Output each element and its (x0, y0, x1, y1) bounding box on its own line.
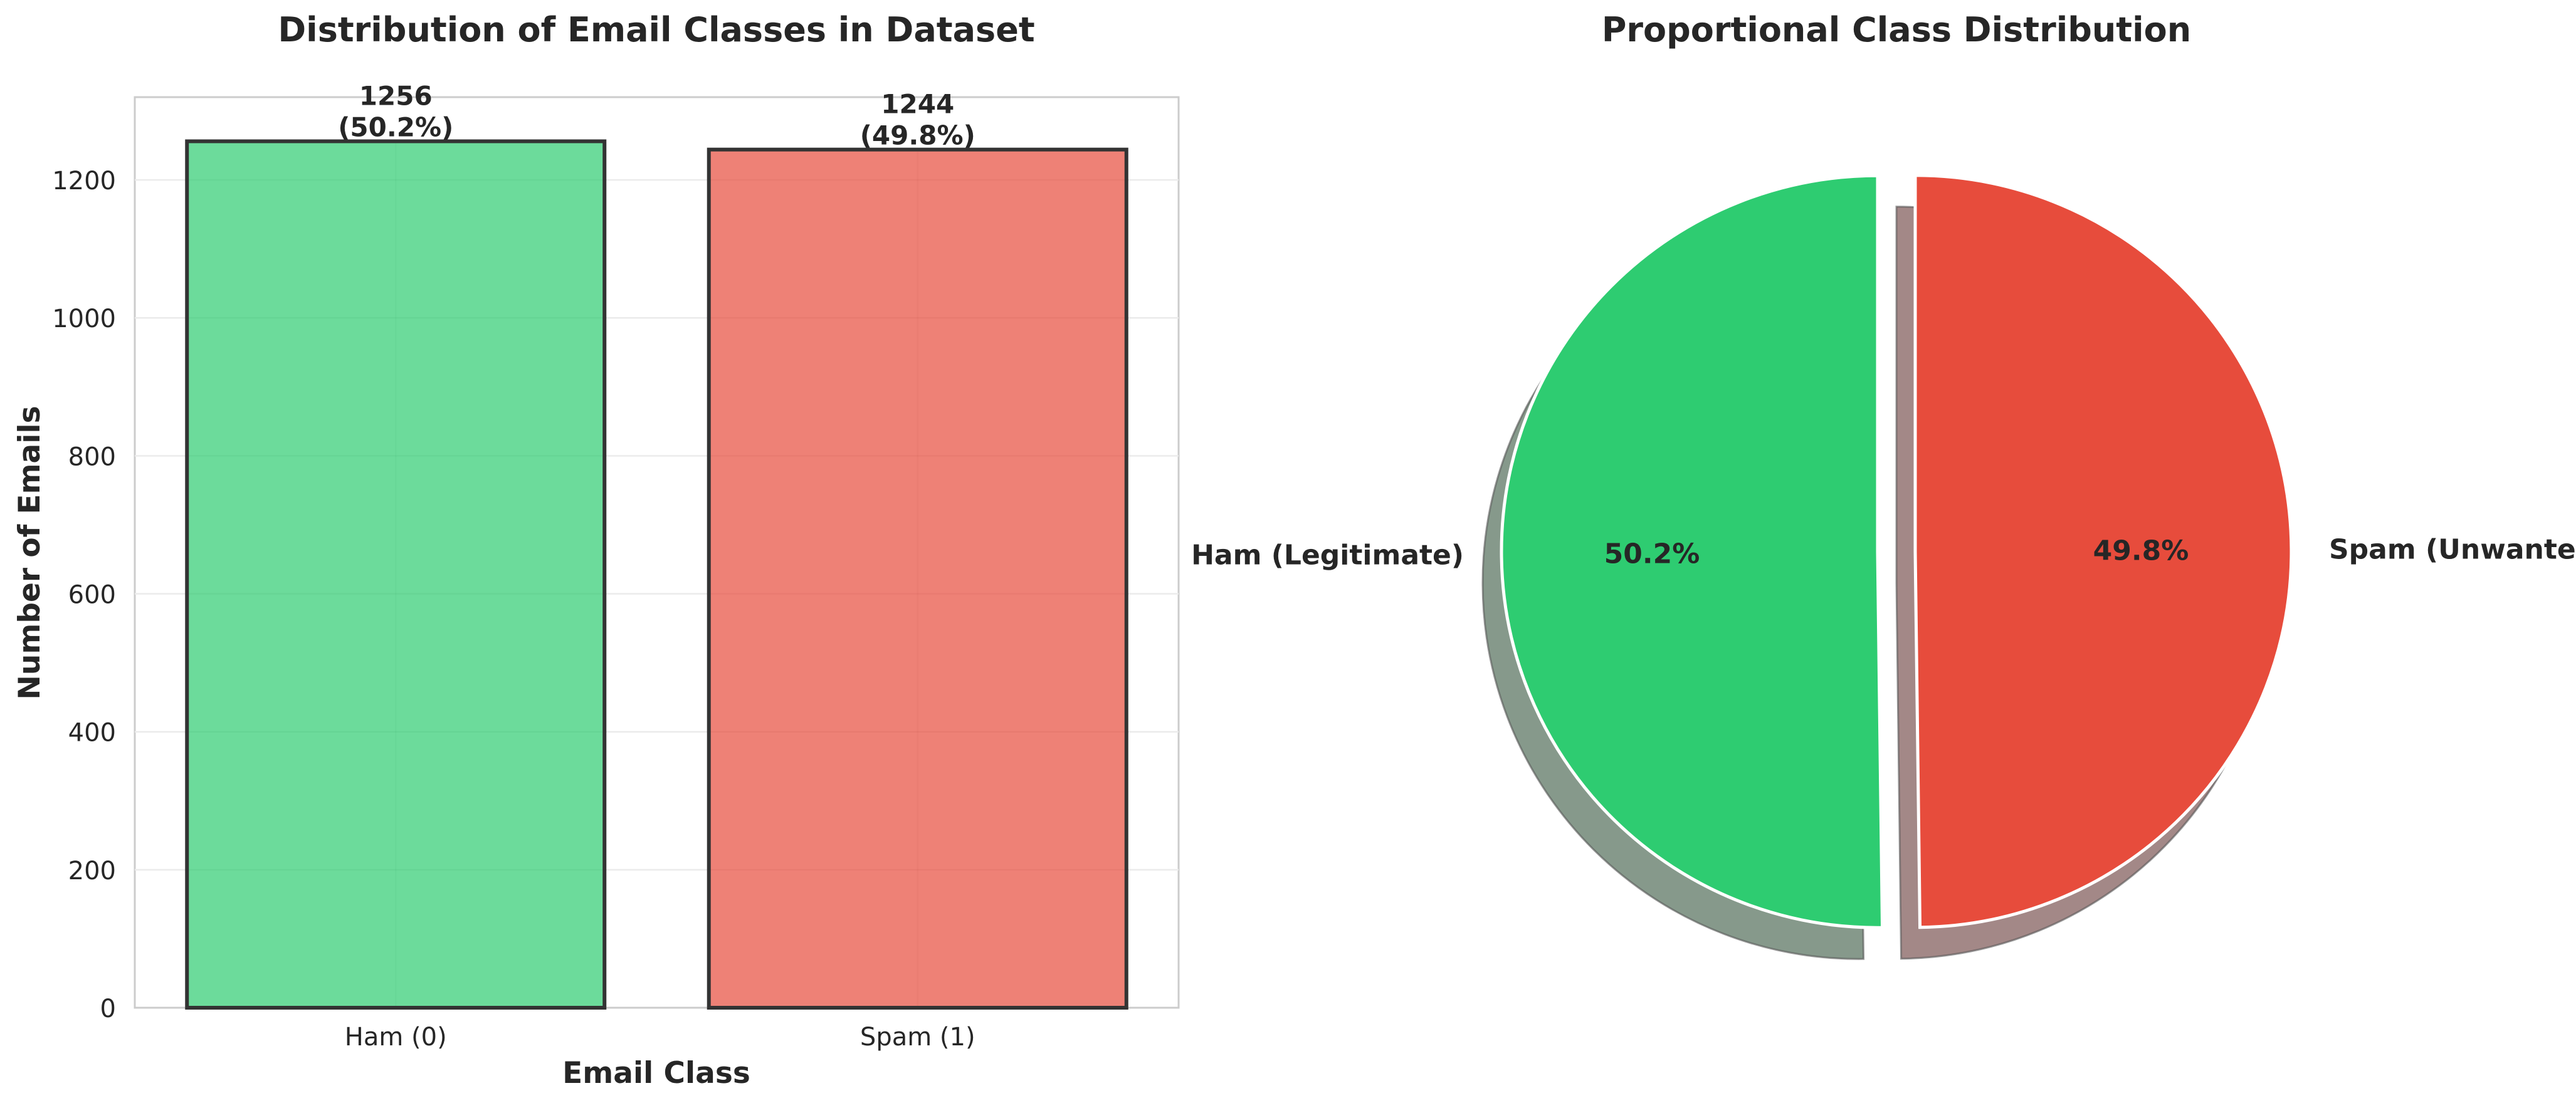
pie-slice-spam (1913, 174, 2293, 929)
bar-y-tick-label: 0 (100, 995, 116, 1023)
pie-percent-label: 49.8% (2093, 535, 2189, 567)
bar-y-tick-label: 1200 (52, 167, 116, 196)
pie-slices (1500, 174, 2293, 929)
pie-percent-label: 50.2% (1604, 538, 1700, 570)
bar-value-labels: 1256(50.2%) 1244(49.8%) (338, 80, 975, 150)
pie-slice-ham (1500, 174, 1885, 929)
pie-chart: Proportional Class Distribution 50.2% Ham… (1191, 10, 2576, 960)
bar-y-tick-label: 800 (68, 442, 116, 471)
bar-y-tick-label: 400 (68, 719, 116, 748)
bar-spam (707, 147, 1128, 1010)
bar-y-tick-label: 1000 (52, 305, 116, 333)
bar-x-ticks: Ham (0) Spam (1) (345, 1023, 975, 1052)
bar-value-label: 1244 (881, 89, 954, 120)
bar-y-tick-label: 600 (68, 581, 116, 610)
bar-x-tick-label: Ham (0) (345, 1023, 447, 1052)
bar-percent-label: (49.8%) (860, 120, 975, 151)
bar-chart: Distribution of Email Classes in Dataset… (13, 10, 1180, 1090)
bar-percent-label: (50.2%) (338, 112, 453, 142)
bar-ham (185, 139, 607, 1010)
bar-y-tick-label: 200 (68, 857, 116, 886)
pie-category-label: Ham (Legitimate) (1191, 539, 1464, 571)
pie-chart-title: Proportional Class Distribution (1602, 10, 2191, 50)
bar-y-ticks: 0 200 400 600 800 1000 1200 (52, 167, 116, 1023)
bar-x-axis-label: Email Class (562, 1056, 750, 1090)
pie-category-label: Spam (Unwanted) (2329, 534, 2576, 566)
bar-bars (185, 139, 1128, 1010)
bar-y-axis-label: Number of Emails (13, 406, 47, 700)
pie-labels: 50.2% Ham (Legitimate) 49.8% Spam (Unwanted… (1191, 534, 2576, 572)
bar-chart-title: Distribution of Email Classes in Dataset (278, 10, 1034, 50)
bar-x-tick-label: Spam (1) (860, 1023, 975, 1052)
bar-value-label: 1256 (359, 80, 433, 111)
